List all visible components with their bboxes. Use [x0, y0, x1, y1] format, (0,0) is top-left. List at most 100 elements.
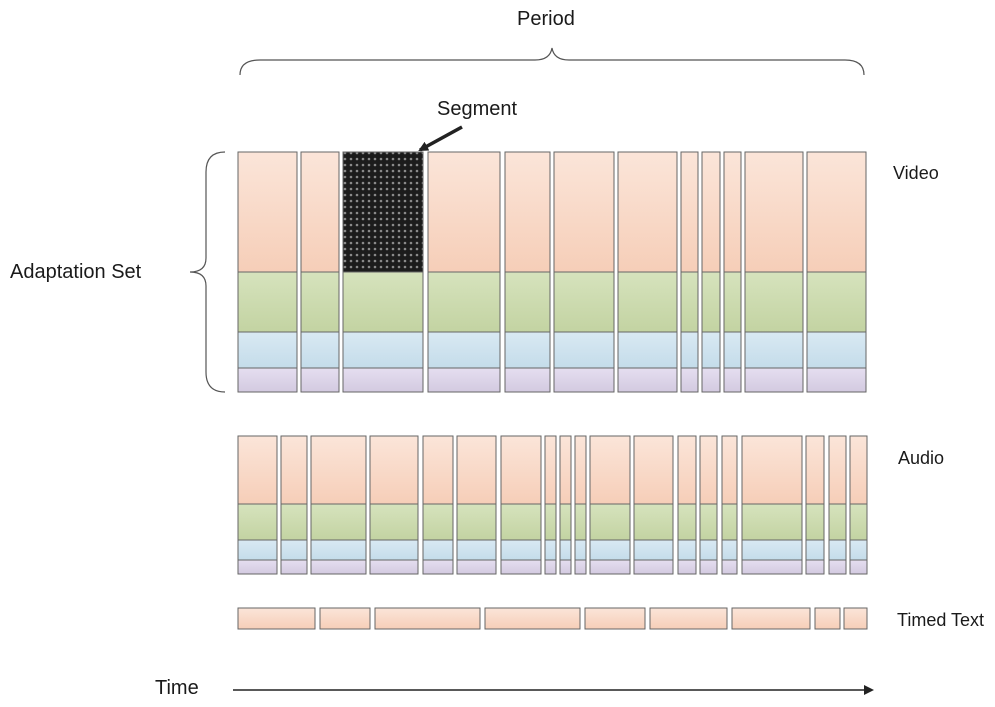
video-segment: [237, 151, 298, 393]
timed-text-label: Timed Text: [897, 610, 985, 630]
audio-representation-cell: [310, 539, 367, 561]
audio-representation-cell: [237, 539, 278, 561]
video-representation-cell: [237, 331, 298, 369]
audio-segment: [237, 435, 278, 575]
audio-representation-cell: [574, 503, 587, 541]
audio-representation-cell: [721, 539, 738, 561]
audio-representation-cell: [849, 539, 868, 561]
audio-representation-cell: [699, 435, 718, 505]
audio-representation-cell: [741, 503, 803, 541]
video-representation-cell: [237, 151, 298, 273]
video-segment: [300, 151, 340, 393]
video-representation-cell: [237, 367, 298, 393]
video-representation-cell: [237, 271, 298, 333]
video-representation-cell: [806, 367, 867, 393]
audio-representation-cell: [741, 539, 803, 561]
video-representation-cell: [744, 151, 804, 273]
audio-representation-cell: [369, 539, 419, 561]
segment-pointer-arrow: [418, 125, 463, 152]
video-segment: [504, 151, 551, 393]
audio-segment: [310, 435, 367, 575]
video-label: Video: [893, 163, 939, 183]
video-representation-cell: [744, 367, 804, 393]
audio-representation-cell: [589, 435, 631, 505]
video-representation-cell: [342, 367, 424, 393]
video-representation-cell: [300, 271, 340, 333]
audio-representation-cell: [805, 503, 825, 541]
timed-text-representation-cell: [237, 607, 316, 630]
timed-text-representation-cell: [374, 607, 481, 630]
audio-representation-cell: [677, 435, 697, 505]
audio-representation-cell: [237, 503, 278, 541]
timed-text-segment: [649, 607, 728, 630]
adaptation-set-brace: [189, 151, 226, 393]
audio-representation-cell: [500, 539, 542, 561]
audio-representation-cell: [677, 503, 697, 541]
audio-representation-cell: [721, 559, 738, 575]
audio-representation-cell: [805, 435, 825, 505]
audio-representation-cell: [280, 559, 308, 575]
video-representation-cell: [553, 367, 615, 393]
audio-segment: [456, 435, 497, 575]
video-representation-cell: [617, 151, 678, 273]
adaptation-set-label: Adaptation Set: [10, 261, 142, 283]
audio-representation-cell: [422, 503, 454, 541]
audio-representation-cell: [828, 435, 847, 505]
video-representation-cell: [300, 331, 340, 369]
audio-segment: [500, 435, 542, 575]
video-segment: [680, 151, 699, 393]
audio-representation-cell: [633, 503, 674, 541]
video-representation-cell: [617, 367, 678, 393]
audio-segment: [741, 435, 803, 575]
video-representation-cell: [300, 151, 340, 273]
video-representation-cell: [504, 271, 551, 333]
video-representation-cell: [723, 367, 742, 393]
audio-representation-cell: [828, 539, 847, 561]
timed-text-segment: [237, 607, 316, 630]
audio-representation-cell: [589, 559, 631, 575]
audio-representation-cell: [699, 503, 718, 541]
video-segment: [342, 151, 424, 393]
timed-text-representation-cell: [649, 607, 728, 630]
video-representation-cell: [744, 331, 804, 369]
audio-representation-cell: [589, 503, 631, 541]
video-representation-cell: [701, 151, 721, 273]
timed-text-representation-cell: [814, 607, 841, 630]
timed-text-segment: [584, 607, 646, 630]
period-brace: [239, 47, 865, 76]
video-representation-cell: [504, 331, 551, 369]
audio-segment: [369, 435, 419, 575]
audio-representation-cell: [544, 503, 557, 541]
video-segment: [723, 151, 742, 393]
video-representation-cell: [680, 151, 699, 273]
audio-segment: [422, 435, 454, 575]
timed-text-segment: [374, 607, 481, 630]
audio-representation-cell: [456, 435, 497, 505]
audio-segment: [574, 435, 587, 575]
audio-representation-cell: [721, 503, 738, 541]
video-representation-cell: [617, 271, 678, 333]
video-representation-cell: [701, 271, 721, 333]
audio-segment: [589, 435, 631, 575]
audio-segment: [559, 435, 572, 575]
video-representation-cell: [300, 367, 340, 393]
video-segment: [701, 151, 721, 393]
audio-representation-cell: [422, 559, 454, 575]
timed-text-representation-cell: [843, 607, 868, 630]
audio-representation-cell: [500, 435, 542, 505]
timed-text-track: [237, 607, 868, 630]
timed-text-segment: [484, 607, 581, 630]
video-representation-cell: [680, 367, 699, 393]
audio-representation-cell: [369, 559, 419, 575]
audio-representation-cell: [369, 503, 419, 541]
audio-representation-cell: [849, 503, 868, 541]
audio-representation-cell: [456, 503, 497, 541]
audio-representation-cell: [280, 539, 308, 561]
video-representation-cell: [680, 331, 699, 369]
video-representation-cell: [680, 271, 699, 333]
video-representation-cell: [504, 367, 551, 393]
video-representation-cell: [342, 151, 424, 273]
timed-text-segment: [731, 607, 811, 630]
audio-representation-cell: [828, 503, 847, 541]
